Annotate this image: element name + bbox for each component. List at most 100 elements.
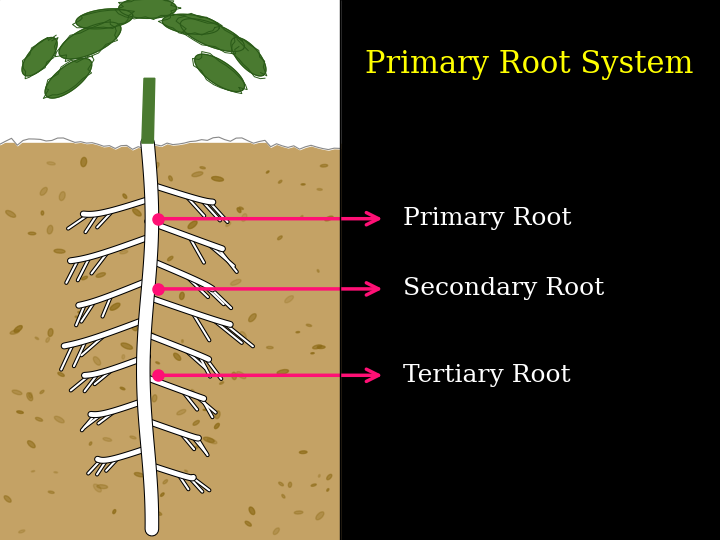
Ellipse shape bbox=[135, 472, 144, 477]
Ellipse shape bbox=[237, 208, 241, 213]
Ellipse shape bbox=[300, 451, 307, 454]
Polygon shape bbox=[45, 58, 91, 98]
Ellipse shape bbox=[122, 355, 125, 359]
Ellipse shape bbox=[325, 216, 333, 221]
Ellipse shape bbox=[168, 256, 173, 261]
Ellipse shape bbox=[312, 345, 322, 349]
Ellipse shape bbox=[239, 207, 243, 210]
Ellipse shape bbox=[48, 328, 53, 336]
Ellipse shape bbox=[120, 251, 127, 254]
Ellipse shape bbox=[168, 176, 172, 181]
Text: Secondary Root: Secondary Root bbox=[403, 278, 605, 300]
Ellipse shape bbox=[278, 236, 282, 240]
Ellipse shape bbox=[75, 316, 81, 318]
Ellipse shape bbox=[327, 474, 332, 480]
Ellipse shape bbox=[154, 163, 159, 169]
Ellipse shape bbox=[54, 416, 64, 423]
Ellipse shape bbox=[184, 470, 188, 472]
Ellipse shape bbox=[226, 222, 230, 226]
Ellipse shape bbox=[193, 421, 199, 426]
Ellipse shape bbox=[89, 442, 92, 446]
Ellipse shape bbox=[191, 389, 194, 395]
Ellipse shape bbox=[294, 511, 303, 514]
Ellipse shape bbox=[266, 346, 273, 349]
Ellipse shape bbox=[48, 491, 54, 494]
Ellipse shape bbox=[301, 184, 305, 185]
Ellipse shape bbox=[48, 225, 53, 234]
Polygon shape bbox=[181, 19, 244, 51]
Ellipse shape bbox=[40, 187, 48, 195]
Ellipse shape bbox=[288, 482, 292, 488]
Ellipse shape bbox=[35, 337, 39, 340]
Ellipse shape bbox=[35, 417, 42, 421]
Ellipse shape bbox=[110, 303, 120, 310]
Ellipse shape bbox=[249, 507, 255, 515]
Ellipse shape bbox=[121, 343, 132, 349]
Ellipse shape bbox=[200, 167, 205, 169]
Ellipse shape bbox=[66, 345, 74, 348]
Ellipse shape bbox=[19, 530, 25, 533]
Text: Tertiary Root: Tertiary Root bbox=[403, 364, 571, 387]
Ellipse shape bbox=[279, 482, 284, 486]
Ellipse shape bbox=[17, 411, 23, 414]
Ellipse shape bbox=[311, 353, 314, 354]
Ellipse shape bbox=[46, 338, 50, 342]
Ellipse shape bbox=[81, 276, 88, 280]
Polygon shape bbox=[22, 37, 57, 76]
Ellipse shape bbox=[177, 409, 186, 415]
Ellipse shape bbox=[54, 471, 58, 473]
Ellipse shape bbox=[194, 446, 199, 449]
Ellipse shape bbox=[132, 209, 141, 216]
Ellipse shape bbox=[181, 340, 184, 342]
Ellipse shape bbox=[174, 353, 181, 360]
Text: Primary Root System: Primary Root System bbox=[365, 49, 693, 80]
Ellipse shape bbox=[215, 423, 220, 429]
Ellipse shape bbox=[241, 214, 247, 221]
Ellipse shape bbox=[54, 249, 65, 253]
Ellipse shape bbox=[300, 215, 303, 219]
Ellipse shape bbox=[220, 382, 224, 384]
Ellipse shape bbox=[318, 346, 325, 349]
Ellipse shape bbox=[81, 157, 86, 167]
Ellipse shape bbox=[120, 387, 125, 390]
Ellipse shape bbox=[248, 314, 256, 322]
Ellipse shape bbox=[58, 373, 64, 376]
Ellipse shape bbox=[161, 493, 164, 496]
Ellipse shape bbox=[103, 437, 112, 441]
Bar bbox=[0, 0, 340, 143]
Ellipse shape bbox=[146, 486, 152, 488]
Polygon shape bbox=[59, 22, 121, 59]
Ellipse shape bbox=[274, 528, 279, 535]
Ellipse shape bbox=[215, 411, 220, 418]
Ellipse shape bbox=[97, 485, 108, 489]
Ellipse shape bbox=[28, 232, 36, 235]
Ellipse shape bbox=[188, 221, 197, 228]
Polygon shape bbox=[194, 54, 245, 92]
Ellipse shape bbox=[277, 369, 289, 374]
Ellipse shape bbox=[207, 438, 217, 444]
Polygon shape bbox=[231, 37, 266, 76]
Ellipse shape bbox=[123, 194, 127, 198]
Ellipse shape bbox=[78, 312, 82, 314]
Ellipse shape bbox=[29, 393, 32, 398]
Ellipse shape bbox=[327, 489, 329, 491]
Ellipse shape bbox=[72, 343, 76, 348]
Polygon shape bbox=[76, 9, 132, 29]
Polygon shape bbox=[142, 78, 155, 143]
Ellipse shape bbox=[14, 326, 22, 332]
Ellipse shape bbox=[237, 372, 246, 379]
Ellipse shape bbox=[152, 333, 156, 336]
Ellipse shape bbox=[266, 171, 269, 173]
Ellipse shape bbox=[130, 322, 138, 330]
Ellipse shape bbox=[311, 484, 316, 487]
Ellipse shape bbox=[282, 495, 285, 498]
Ellipse shape bbox=[130, 436, 136, 439]
Ellipse shape bbox=[245, 521, 251, 526]
Ellipse shape bbox=[306, 324, 312, 327]
Ellipse shape bbox=[27, 441, 35, 448]
Ellipse shape bbox=[159, 224, 166, 231]
Ellipse shape bbox=[232, 372, 236, 380]
Ellipse shape bbox=[113, 510, 116, 514]
Ellipse shape bbox=[320, 164, 328, 167]
Ellipse shape bbox=[192, 172, 203, 177]
